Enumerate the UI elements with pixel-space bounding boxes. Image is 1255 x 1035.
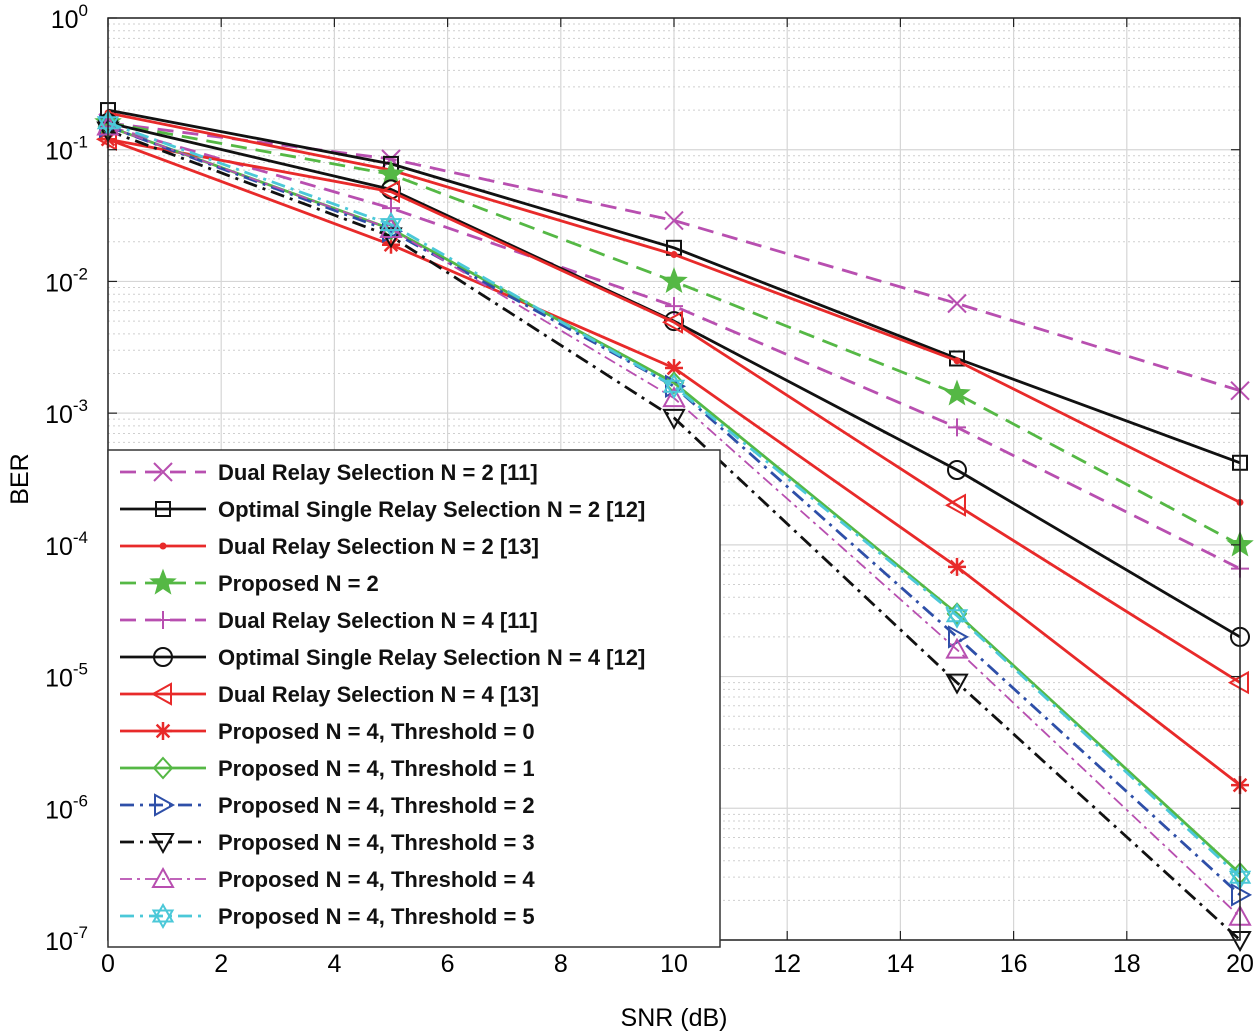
data-point — [944, 493, 966, 517]
x-tick-label: 10 — [660, 950, 688, 978]
legend-entry: Proposed N = 4, Threshold = 1 — [120, 756, 535, 781]
legend-entry: Proposed N = 2 — [120, 568, 379, 596]
data-point — [664, 210, 684, 231]
x-tick-label: 6 — [441, 950, 455, 978]
data-point — [379, 211, 403, 238]
legend-entry: Proposed N = 4, Threshold = 3 — [120, 830, 535, 855]
y-tick-label: 10-6 — [45, 791, 88, 824]
data-point — [378, 179, 400, 204]
data-point — [154, 611, 172, 629]
x-tick-label: 16 — [1000, 950, 1028, 978]
series-line — [107, 129, 1241, 942]
legend-label: Optimal Single Relay Selection N = 4 [12… — [218, 645, 645, 670]
y-tick-label: 100 — [51, 1, 88, 34]
data-point — [945, 673, 969, 695]
y-tick-label: 10-4 — [45, 528, 88, 561]
legend-label: Proposed N = 2 — [218, 571, 379, 596]
data-point — [154, 722, 172, 740]
data-point — [661, 310, 683, 334]
data-point — [662, 373, 686, 400]
legend-label: Dual Relay Selection N = 4 [11] — [218, 608, 538, 633]
legend-entry: Optimal Single Relay Selection N = 4 [12… — [120, 645, 645, 670]
data-point — [665, 359, 683, 378]
data-point — [953, 357, 961, 365]
x-tick-label: 4 — [327, 950, 341, 978]
data-point — [662, 386, 686, 408]
legend-entry: Dual Relay Selection N = 4 [13] — [120, 682, 539, 707]
data-point — [1231, 883, 1253, 907]
legend-label: Optimal Single Relay Selection N = 2 [12… — [218, 497, 645, 522]
legend-entry: Proposed N = 4, Threshold = 2 — [120, 793, 535, 818]
data-point — [149, 568, 177, 595]
legend-label: Proposed N = 4, Threshold = 3 — [218, 830, 535, 855]
data-point — [948, 418, 966, 437]
data-point — [947, 293, 967, 314]
axis-ticks: 0 2 4 6 8 10 12 14 16 18 20 10-7 10-6 10-5 10-4 10-3 10-… — [45, 1, 1254, 978]
legend-entry: Optimal Single Relay Selection N = 2 [12… — [120, 497, 645, 522]
x-tick-label: 20 — [1226, 950, 1254, 978]
data-point — [943, 379, 971, 406]
data-point — [155, 501, 171, 517]
legend-box — [107, 449, 721, 948]
data-point — [154, 793, 176, 817]
data-point — [662, 408, 686, 430]
data-point — [151, 866, 175, 888]
y-tick-label: 10-1 — [45, 133, 88, 166]
series-line — [107, 108, 1241, 465]
x-tick-label: 0 — [101, 950, 115, 978]
legend-label: Proposed N = 4, Threshold = 2 — [218, 793, 535, 818]
legend: Dual Relay Selection N = 2 [11] Optimal S… — [107, 449, 721, 948]
y-axis-label: BER — [6, 453, 34, 504]
y-tick-label: 10-3 — [45, 396, 88, 429]
data-point — [660, 266, 688, 294]
legend-entry: Proposed N = 4, Threshold = 0 — [120, 719, 535, 744]
x-tick-label: 8 — [554, 950, 568, 978]
data-point — [150, 682, 172, 706]
series-line — [107, 125, 1241, 570]
legend-label: Dual Relay Selection N = 2 [11] — [218, 460, 538, 485]
legend-label: Dual Relay Selection N = 2 [13] — [218, 534, 539, 559]
y-tick-label: 10-5 — [45, 660, 88, 693]
data-point — [1227, 670, 1249, 695]
x-tick-label: 18 — [1113, 950, 1141, 978]
series-line — [107, 137, 1241, 684]
legend-entry: Proposed N = 4, Threshold = 5 — [120, 902, 535, 930]
legend-label: Proposed N = 4, Threshold = 5 — [218, 904, 535, 929]
data-point — [945, 602, 969, 629]
data-point — [945, 637, 969, 659]
legend-entry: Dual Relay Selection N = 4 [11] — [120, 608, 538, 633]
legend-entry: Proposed N = 4, Threshold = 4 — [120, 866, 535, 892]
x-axis-label: SNR (dB) — [621, 1004, 728, 1032]
x-tick-label: 2 — [214, 950, 228, 978]
y-tick-label: 10-2 — [45, 264, 88, 297]
legend-label: Dual Relay Selection N = 4 [13] — [218, 682, 539, 707]
data-point — [153, 462, 173, 482]
legend-label: Proposed N = 4, Threshold = 1 — [218, 756, 535, 781]
y-tick-label: 10-7 — [45, 923, 88, 956]
data-point — [152, 756, 174, 780]
x-tick-label: 14 — [886, 950, 914, 978]
data-point — [948, 557, 966, 576]
data-point — [670, 251, 678, 259]
legend-entry: Dual Relay Selection N = 2 [11] — [120, 460, 538, 485]
x-tick-label: 12 — [773, 950, 801, 978]
data-point — [159, 542, 167, 550]
data-point — [151, 902, 175, 930]
legend-label: Proposed N = 4, Threshold = 0 — [218, 719, 535, 744]
legend-label: Proposed N = 4, Threshold = 4 — [218, 867, 535, 892]
data-point — [947, 460, 967, 481]
plot-series — [94, 102, 1254, 953]
data-point — [151, 833, 175, 855]
data-point — [153, 647, 173, 667]
legend-entry: Dual Relay Selection N = 2 [13] — [120, 534, 539, 559]
